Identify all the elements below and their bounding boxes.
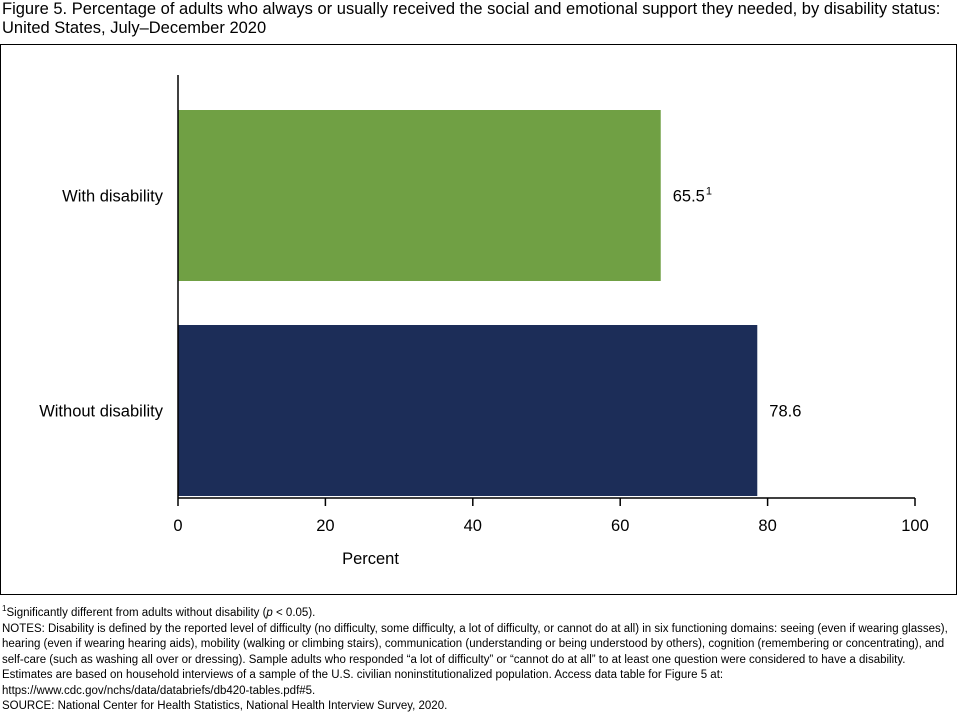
figure-title: Figure 5. Percentage of adults who alway… [2,0,941,37]
bar-2 [178,325,758,496]
x-tick-label: 60 [611,517,629,535]
category-label: With disability [62,188,164,206]
footnote-text-pre: Significantly different from adults with… [6,607,267,619]
footnote-marker: 1 [2,604,7,614]
value-label-superscript: 1 [706,186,712,198]
notes-text: NOTES: Disability is defined by the repo… [2,622,948,697]
footnote-text-post: < 0.05). [272,607,316,619]
footnote-p: p [266,607,273,619]
x-tick-label: 20 [316,517,334,535]
value-label: 65.5 [673,188,705,206]
bar-1 [178,110,661,281]
x-tick-label: 100 [901,517,929,535]
source-text: SOURCE: National Center for Health Stati… [2,700,448,712]
x-tick-label: 0 [173,517,182,535]
bar-chart: With disability 65.5 1 Without disability 78… [39,75,929,568]
chart-frame: With disability 65.5 1 Without disability 78… [0,44,957,595]
category-label: Without disability [39,403,164,421]
footnote: 1Significantly different from adults wit… [2,604,958,622]
x-axis-title: Percent [342,550,399,568]
x-tick-label: 40 [464,517,482,535]
value-label: 78.6 [769,403,801,421]
notes-section: 1Significantly different from adults wit… [2,604,958,715]
x-tick-label: 80 [758,517,776,535]
